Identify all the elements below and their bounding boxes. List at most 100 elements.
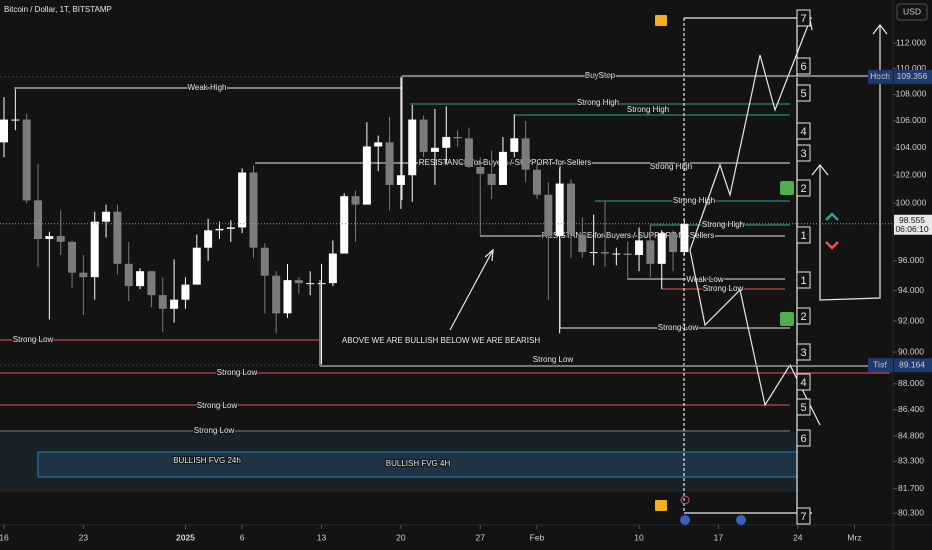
annotation-label: Strong Low <box>197 401 238 410</box>
candle-body <box>68 241 77 273</box>
candle-body <box>204 230 213 248</box>
level-number: 1 <box>800 275 806 287</box>
level-number: 5 <box>800 88 806 100</box>
y-tick-label: 102.000 <box>896 169 927 179</box>
annotation-label: Strong Low <box>13 335 54 344</box>
current-price-box <box>894 214 932 235</box>
candles <box>0 76 689 365</box>
y-tick-label: 92.000 <box>898 315 924 325</box>
candle-body <box>102 211 111 222</box>
candle-body <box>362 146 371 205</box>
annotation-label: Strong Low <box>658 323 699 332</box>
up-chevrons <box>825 212 839 221</box>
candle-body <box>476 166 485 174</box>
level-number: 6 <box>800 61 806 73</box>
candle-body <box>170 299 179 309</box>
candle-body <box>601 252 610 254</box>
level-number: 7 <box>800 13 806 25</box>
level-box <box>796 307 811 325</box>
y-tick-label: 84.800 <box>898 430 924 440</box>
annotation-label: ABOVE WE ARE BULLISH BELOW WE ARE BEARIS… <box>342 336 541 345</box>
x-tick-label: 6 <box>240 532 245 542</box>
candle-body <box>589 252 598 254</box>
candle-body <box>0 119 8 143</box>
candle-body <box>374 142 383 147</box>
x-tick-label: 20 <box>396 532 406 542</box>
y-tick-label: 83.300 <box>898 456 924 466</box>
annotation-label: BULLISH FVG 24h <box>173 456 241 465</box>
crown-icon[interactable] <box>655 500 667 511</box>
icons <box>655 15 839 525</box>
y-tick-label: 100.000 <box>896 197 927 207</box>
y-tick-label: 112.000 <box>896 37 926 47</box>
candle-body <box>238 172 247 228</box>
x-tick-label: 10 <box>634 532 644 542</box>
candle-body <box>272 275 281 314</box>
annotation-label: Weak High <box>188 83 227 92</box>
level-number: 4 <box>800 126 806 138</box>
marker-price-box <box>894 358 932 373</box>
price-axis <box>893 0 932 550</box>
candle-body <box>147 271 156 296</box>
annotations: Weak High BuyStop Strong High Strong High St… <box>0 70 890 469</box>
annotation-label: Strong Low <box>217 368 258 377</box>
y-tick-label: 81.700 <box>898 483 924 493</box>
candle-body <box>680 223 689 253</box>
level-number: 2 <box>800 311 806 323</box>
event-icon[interactable] <box>680 495 690 505</box>
header: Bitcoin / Dollar, 1T, BITSTAMP <box>4 5 112 14</box>
bracket-arrowhead-left <box>811 164 829 176</box>
level-number: 3 <box>800 148 806 160</box>
countdown-label: 06:06:10 <box>895 224 928 234</box>
level-box <box>796 226 811 244</box>
candle-body <box>294 280 303 284</box>
candle-body <box>396 175 405 185</box>
level-box <box>796 507 811 525</box>
level-box <box>796 343 811 361</box>
bracket-up <box>819 25 881 301</box>
y-tick-label: 88.000 <box>898 378 924 388</box>
annotation-label: RESISTANCE for Buyers / SUPPORT for Sell… <box>542 231 715 240</box>
event-icon[interactable] <box>736 515 746 525</box>
candle-body <box>635 240 644 256</box>
axes: 112.000 110.000 108.000 106.000 104.000 102.0… <box>0 37 932 542</box>
candle-body <box>578 234 587 253</box>
marker-name: Hoch <box>870 71 890 81</box>
candle-body <box>124 263 133 287</box>
crown-icon[interactable] <box>655 15 667 26</box>
candle-body <box>283 280 292 314</box>
candle-body <box>45 236 54 239</box>
annotation-label: Strong High <box>702 220 744 229</box>
fvg-4h-zone <box>0 432 797 492</box>
annotation-label: BULLISH FVG 4H <box>386 459 451 468</box>
candle-body <box>328 253 337 284</box>
candle-body <box>532 169 541 195</box>
y-tick-label: 104.000 <box>896 142 927 152</box>
event-icon[interactable] <box>680 515 690 525</box>
y-tick-label: 90.000 <box>898 346 924 356</box>
marker-price-box <box>894 69 932 84</box>
level-number: 7 <box>800 511 806 523</box>
annotation-label: Strong High <box>577 98 619 107</box>
currency-box[interactable] <box>896 3 928 21</box>
level-number: 3 <box>800 347 806 359</box>
candle-body <box>249 172 258 248</box>
level-box <box>796 373 811 391</box>
candle-body <box>340 196 349 254</box>
candle-body <box>419 119 428 152</box>
level-number: 1 <box>800 230 806 242</box>
candle-body <box>623 253 632 256</box>
candle-body <box>464 138 473 167</box>
candle-body <box>669 233 678 253</box>
level-number: 5 <box>800 402 806 414</box>
level-boxes: 1 2 3 4 5 6 7 1 2 3 4 5 6 7 <box>796 9 811 525</box>
bracket-arrowhead <box>872 24 888 35</box>
candle-body <box>192 247 201 285</box>
candle-body <box>317 283 326 285</box>
drawings <box>449 17 888 514</box>
candle-body <box>181 284 190 300</box>
candle-body <box>306 283 315 285</box>
bear-path <box>689 249 821 426</box>
candle-body <box>260 247 269 276</box>
